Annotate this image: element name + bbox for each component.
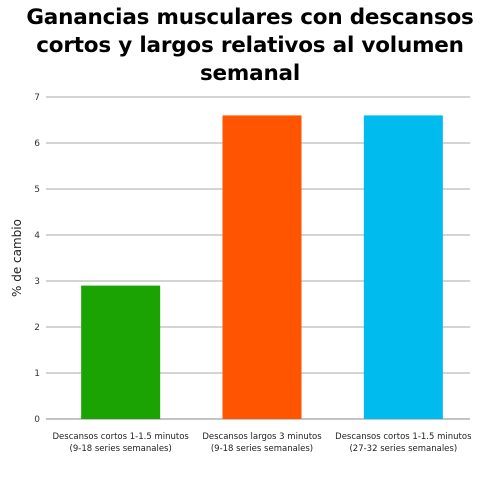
category-labels: Descansos cortos 1-1.5 minutos (9-18 seri… bbox=[52, 432, 472, 454]
y-tick-label: 5 bbox=[34, 185, 40, 195]
bar bbox=[363, 115, 443, 420]
category-label: (9-18 series semanales) bbox=[211, 444, 313, 454]
bars bbox=[81, 115, 443, 420]
y-tick-label: 1 bbox=[34, 369, 40, 379]
category-label: Descansos cortos 1-1.5 minutos bbox=[52, 432, 189, 442]
category-label: (27-32 series semanales) bbox=[349, 444, 457, 454]
y-tick-label: 3 bbox=[34, 277, 40, 287]
y-tick-label: 6 bbox=[34, 139, 40, 149]
chart-title-line: Ganancias musculares con descansos bbox=[26, 5, 474, 30]
bar bbox=[81, 285, 161, 419]
bar bbox=[222, 115, 302, 420]
chart-title-line: semanal bbox=[199, 61, 301, 86]
y-tick-label: 0 bbox=[34, 415, 40, 425]
chart-title: Ganancias musculares con descansos corto… bbox=[0, 4, 500, 88]
y-axis-label: % de cambio bbox=[10, 219, 24, 297]
y-tick-label: 4 bbox=[34, 231, 40, 241]
y-tick-label: 2 bbox=[34, 323, 40, 333]
category-label: Descansos largos 3 minutos bbox=[202, 432, 322, 442]
y-tick-label: 7 bbox=[34, 93, 40, 103]
chart-title-line: cortos y largos relativos al volumen bbox=[36, 33, 464, 58]
category-label: (9-18 series semanales) bbox=[70, 444, 172, 454]
category-label: Descansos cortos 1-1.5 minutos bbox=[335, 432, 472, 442]
y-tick-labels: 0 1 2 3 4 5 6 7 bbox=[34, 93, 40, 425]
